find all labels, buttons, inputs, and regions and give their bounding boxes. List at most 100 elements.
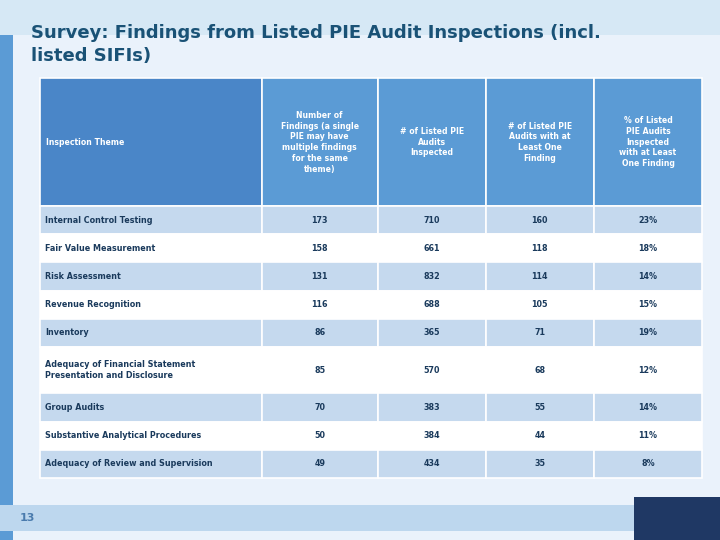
Text: % of Listed
PIE Audits
Inspected
with at Least
One Finding: % of Listed PIE Audits Inspected with at…: [619, 116, 677, 168]
Text: 434: 434: [423, 460, 440, 468]
FancyBboxPatch shape: [40, 78, 262, 206]
FancyBboxPatch shape: [486, 319, 594, 347]
Text: 688: 688: [423, 300, 440, 309]
FancyBboxPatch shape: [262, 291, 378, 319]
FancyBboxPatch shape: [378, 450, 486, 478]
FancyBboxPatch shape: [486, 347, 594, 394]
Text: 49: 49: [314, 460, 325, 468]
FancyBboxPatch shape: [262, 262, 378, 291]
Text: 35: 35: [534, 460, 545, 468]
Text: 158: 158: [312, 244, 328, 253]
FancyBboxPatch shape: [40, 262, 262, 291]
FancyBboxPatch shape: [40, 234, 262, 262]
Text: Internal Control Testing: Internal Control Testing: [45, 216, 153, 225]
FancyBboxPatch shape: [594, 319, 702, 347]
FancyBboxPatch shape: [378, 206, 486, 234]
Text: 365: 365: [423, 328, 440, 338]
FancyBboxPatch shape: [486, 450, 594, 478]
Text: 19%: 19%: [639, 328, 657, 338]
FancyBboxPatch shape: [594, 422, 702, 450]
Text: Inspection Theme: Inspection Theme: [46, 138, 125, 147]
FancyBboxPatch shape: [0, 504, 634, 531]
Text: Survey: Findings from Listed PIE Audit Inspections (incl.
listed SIFIs): Survey: Findings from Listed PIE Audit I…: [32, 24, 601, 65]
Text: Adequacy of Financial Statement
Presentation and Disclosure: Adequacy of Financial Statement Presenta…: [45, 361, 195, 380]
Text: 55: 55: [534, 403, 545, 412]
FancyBboxPatch shape: [594, 450, 702, 478]
FancyBboxPatch shape: [486, 422, 594, 450]
Text: 114: 114: [531, 272, 548, 281]
Text: Inventory: Inventory: [45, 328, 89, 338]
FancyBboxPatch shape: [262, 422, 378, 450]
FancyBboxPatch shape: [594, 262, 702, 291]
FancyBboxPatch shape: [262, 319, 378, 347]
FancyBboxPatch shape: [262, 347, 378, 394]
FancyBboxPatch shape: [40, 394, 262, 422]
Text: 384: 384: [423, 431, 440, 440]
FancyBboxPatch shape: [594, 234, 702, 262]
Text: 68: 68: [534, 366, 546, 375]
Text: Risk Assessment: Risk Assessment: [45, 272, 121, 281]
Text: 71: 71: [534, 328, 545, 338]
FancyBboxPatch shape: [262, 206, 378, 234]
FancyBboxPatch shape: [378, 422, 486, 450]
Text: Fair Value Measurement: Fair Value Measurement: [45, 244, 155, 253]
FancyBboxPatch shape: [594, 394, 702, 422]
Text: 14%: 14%: [639, 403, 657, 412]
FancyBboxPatch shape: [378, 262, 486, 291]
FancyBboxPatch shape: [486, 78, 594, 206]
FancyBboxPatch shape: [486, 291, 594, 319]
Text: 832: 832: [423, 272, 440, 281]
FancyBboxPatch shape: [378, 234, 486, 262]
Text: Revenue Recognition: Revenue Recognition: [45, 300, 141, 309]
FancyBboxPatch shape: [378, 319, 486, 347]
Text: 15%: 15%: [639, 300, 657, 309]
FancyBboxPatch shape: [40, 450, 262, 478]
FancyBboxPatch shape: [378, 347, 486, 394]
Text: # of Listed PIE
Audits
Inspected: # of Listed PIE Audits Inspected: [400, 127, 464, 158]
Text: 105: 105: [531, 300, 548, 309]
FancyBboxPatch shape: [262, 78, 378, 206]
FancyBboxPatch shape: [378, 291, 486, 319]
FancyBboxPatch shape: [486, 234, 594, 262]
FancyBboxPatch shape: [0, 0, 720, 35]
Text: 570: 570: [423, 366, 440, 375]
FancyBboxPatch shape: [378, 394, 486, 422]
Text: Number of
Findings (a single
PIE may have
multiple findings
for the same
theme): Number of Findings (a single PIE may hav…: [281, 111, 359, 174]
FancyBboxPatch shape: [378, 78, 486, 206]
Text: 44: 44: [534, 431, 545, 440]
Text: 710: 710: [423, 216, 440, 225]
Text: 23%: 23%: [639, 216, 657, 225]
FancyBboxPatch shape: [486, 206, 594, 234]
Text: 8%: 8%: [641, 460, 654, 468]
Text: 85: 85: [314, 366, 325, 375]
FancyBboxPatch shape: [594, 206, 702, 234]
Text: # of Listed PIE
Audits with at
Least One
Finding: # of Listed PIE Audits with at Least One…: [508, 122, 572, 163]
FancyBboxPatch shape: [262, 450, 378, 478]
Text: 118: 118: [531, 244, 548, 253]
Text: Adequacy of Review and Supervision: Adequacy of Review and Supervision: [45, 460, 212, 468]
Text: 383: 383: [423, 403, 440, 412]
Text: 116: 116: [312, 300, 328, 309]
FancyBboxPatch shape: [262, 394, 378, 422]
FancyBboxPatch shape: [486, 262, 594, 291]
Text: 11%: 11%: [639, 431, 657, 440]
Text: 70: 70: [314, 403, 325, 412]
FancyBboxPatch shape: [262, 234, 378, 262]
Text: 173: 173: [312, 216, 328, 225]
Text: 160: 160: [531, 216, 548, 225]
FancyBboxPatch shape: [594, 78, 702, 206]
FancyBboxPatch shape: [40, 291, 262, 319]
FancyBboxPatch shape: [40, 206, 262, 234]
FancyBboxPatch shape: [40, 347, 262, 394]
Text: Substantive Analytical Procedures: Substantive Analytical Procedures: [45, 431, 201, 440]
FancyBboxPatch shape: [594, 347, 702, 394]
Text: 661: 661: [423, 244, 440, 253]
Text: 131: 131: [312, 272, 328, 281]
FancyBboxPatch shape: [594, 291, 702, 319]
FancyBboxPatch shape: [0, 0, 13, 540]
FancyBboxPatch shape: [634, 497, 720, 540]
Text: 18%: 18%: [639, 244, 657, 253]
Text: 12%: 12%: [639, 366, 657, 375]
Text: 50: 50: [314, 431, 325, 440]
FancyBboxPatch shape: [40, 319, 262, 347]
